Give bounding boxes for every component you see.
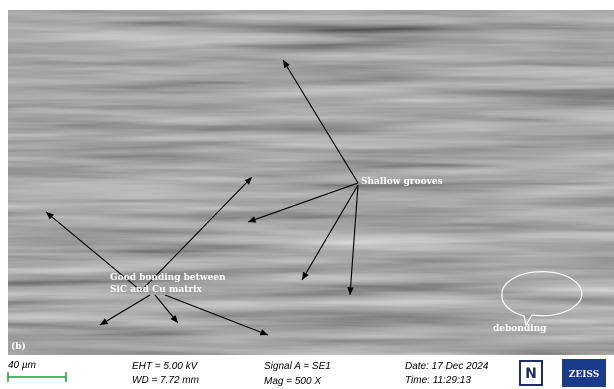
scale-label: 40 µm — [8, 360, 36, 371]
info-text: EHT = 5.00 kV — [132, 361, 199, 372]
annotation: SiC and Cu matrix — [110, 285, 203, 295]
panel-label: (b) — [11, 341, 26, 352]
annotation: debonding — [493, 324, 547, 334]
info-text: Mag = 500 X — [264, 376, 321, 387]
scale-bar — [8, 372, 66, 382]
annotation: Shallow grooves — [361, 177, 443, 187]
logo-zeiss: ZEISS — [569, 370, 599, 380]
info-text: Signal A = SE1 — [264, 361, 331, 372]
page: Shallow grooves Good bonding between SiC… — [0, 0, 614, 389]
micrograph-view: Shallow grooves Good bonding between SiC… — [0, 0, 614, 389]
info-bar: 40 µm EHT = 5.00 kV WD = 7.72 mm Signal … — [8, 359, 606, 387]
sem-texture — [8, 10, 614, 355]
info-text: WD = 7.72 mm — [132, 375, 199, 386]
info-text: Time: 11:29:13 — [405, 375, 471, 386]
logo-n: N — [525, 366, 537, 382]
info-text: Date: 17 Dec 2024 — [405, 361, 489, 372]
annotation: Good bonding between — [110, 273, 226, 283]
